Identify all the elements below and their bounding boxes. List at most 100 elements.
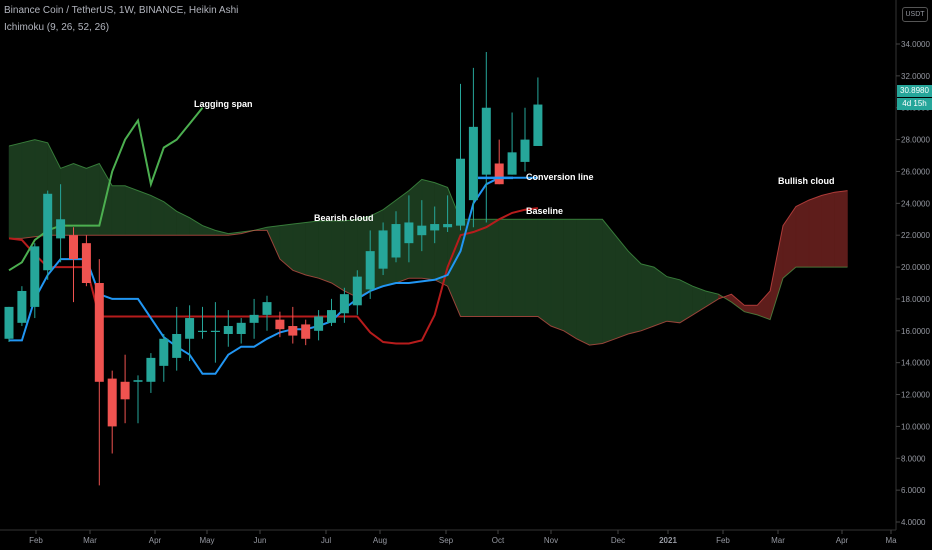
candle-body (159, 338, 169, 366)
candle (223, 310, 233, 347)
time-tick-label: Feb (716, 536, 730, 545)
time-tick-label: Nov (544, 536, 558, 545)
candle (417, 200, 427, 252)
bullish-cloud-segment (537, 219, 552, 327)
bullish-cloud-segment (73, 163, 87, 236)
price-tick-label: 26.0000 (901, 167, 930, 176)
candle-body (185, 318, 195, 339)
price-tick-label: 32.0000 (901, 72, 930, 81)
candle (365, 230, 375, 299)
price-tick-label: 34.0000 (901, 40, 930, 49)
candle-body (404, 222, 414, 244)
bullish-cloud-segment (86, 163, 100, 236)
candle (107, 370, 117, 454)
candle-body (288, 326, 298, 336)
currency-badge[interactable]: USDT (902, 7, 928, 22)
price-tick-label: 12.0000 (901, 391, 930, 400)
candle (327, 298, 336, 327)
time-tick-label: Sep (439, 536, 454, 545)
bullish-cloud-segment (21, 139, 36, 239)
bullish-cloud-segment (653, 266, 668, 327)
time-tick-label: Apr (149, 536, 162, 545)
candle (249, 298, 259, 339)
candle (456, 83, 465, 231)
candle-body (236, 322, 246, 334)
candle (339, 287, 349, 323)
bullish-cloud-segment (150, 194, 165, 236)
candle-body (223, 326, 233, 334)
candle (391, 211, 401, 263)
price-tick-label: 24.0000 (901, 199, 930, 208)
indicator-legend[interactable]: Ichimoku (9, 26, 52, 26) (4, 22, 110, 33)
candle-body (69, 235, 78, 260)
lagging-span-line (8, 107, 204, 272)
time-tick-label: Mar (771, 536, 785, 545)
price-tick-label: 22.0000 (901, 231, 930, 240)
time-axis[interactable]: Feb Mar Apr May Jun Jul Aug Sep Oct Nov Dec 2021 Feb… (29, 530, 897, 545)
candle-body (481, 107, 491, 175)
candle-body (275, 319, 285, 330)
candle (172, 306, 182, 371)
time-tick-label: Feb (29, 536, 43, 545)
bar-countdown-label: 4d 15h (897, 98, 932, 110)
candle-body (314, 316, 324, 331)
price-axis[interactable]: 34.000032.000030.000028.000026.000024.00… (896, 40, 930, 527)
candle (146, 353, 156, 393)
time-tick-label: 2021 (659, 536, 677, 545)
price-tick-label: 4.0000 (901, 518, 926, 527)
candle (94, 259, 104, 486)
candle-body (198, 330, 207, 332)
bullish-cloud-segment (640, 263, 655, 332)
candle-body (327, 310, 336, 323)
bullish-cloud-segment (563, 219, 577, 340)
candle-body (30, 246, 40, 307)
bullish-cloud-segment (627, 250, 642, 335)
candle (236, 318, 246, 344)
candle (43, 190, 53, 280)
leading-span-b (9, 190, 848, 346)
candle (288, 306, 298, 344)
time-tick-label: Aug (373, 536, 387, 545)
candle (120, 354, 130, 424)
candle-body (520, 139, 530, 162)
bullish-cloud-segment (511, 219, 526, 317)
lagging-span-label: Lagging span (194, 99, 253, 109)
candle (133, 375, 143, 424)
candle-body (146, 357, 156, 382)
candle-body (365, 251, 375, 290)
candle-body (81, 243, 91, 283)
time-tick-label: Jul (321, 536, 331, 545)
time-tick-label: Apr (836, 536, 849, 545)
candle-body (494, 163, 504, 185)
bullish-cloud-segment (615, 234, 629, 340)
candle-body (133, 380, 143, 382)
bullish-cloud-segment (8, 142, 23, 239)
candle-body (456, 158, 465, 226)
bullish-cloud-segment (589, 219, 603, 346)
candle-body (120, 381, 130, 400)
candle-body (533, 104, 543, 146)
candle (314, 310, 324, 341)
baseline-label: Baseline (526, 206, 563, 216)
candle-body (507, 152, 517, 175)
price-tick-label: 6.0000 (901, 486, 926, 495)
candle (275, 311, 285, 338)
bullish-cloud-segment (124, 185, 139, 236)
candle (17, 286, 27, 327)
bullish-cloud-segment (189, 217, 203, 236)
candle-body (43, 193, 53, 271)
candle (468, 67, 478, 228)
candle (430, 206, 440, 244)
time-tick-label: Oct (492, 536, 505, 545)
bullish-cloud-segment (305, 220, 319, 279)
price-tick-label: 18.0000 (901, 295, 930, 304)
bullish-cloud-segment (473, 219, 487, 317)
candle-body (262, 302, 272, 315)
price-tick-label: 8.0000 (901, 454, 926, 463)
price-tick-label: 14.0000 (901, 359, 930, 368)
time-tick-label: Ma (885, 536, 897, 545)
candle (378, 222, 388, 276)
candle-body (301, 324, 311, 339)
